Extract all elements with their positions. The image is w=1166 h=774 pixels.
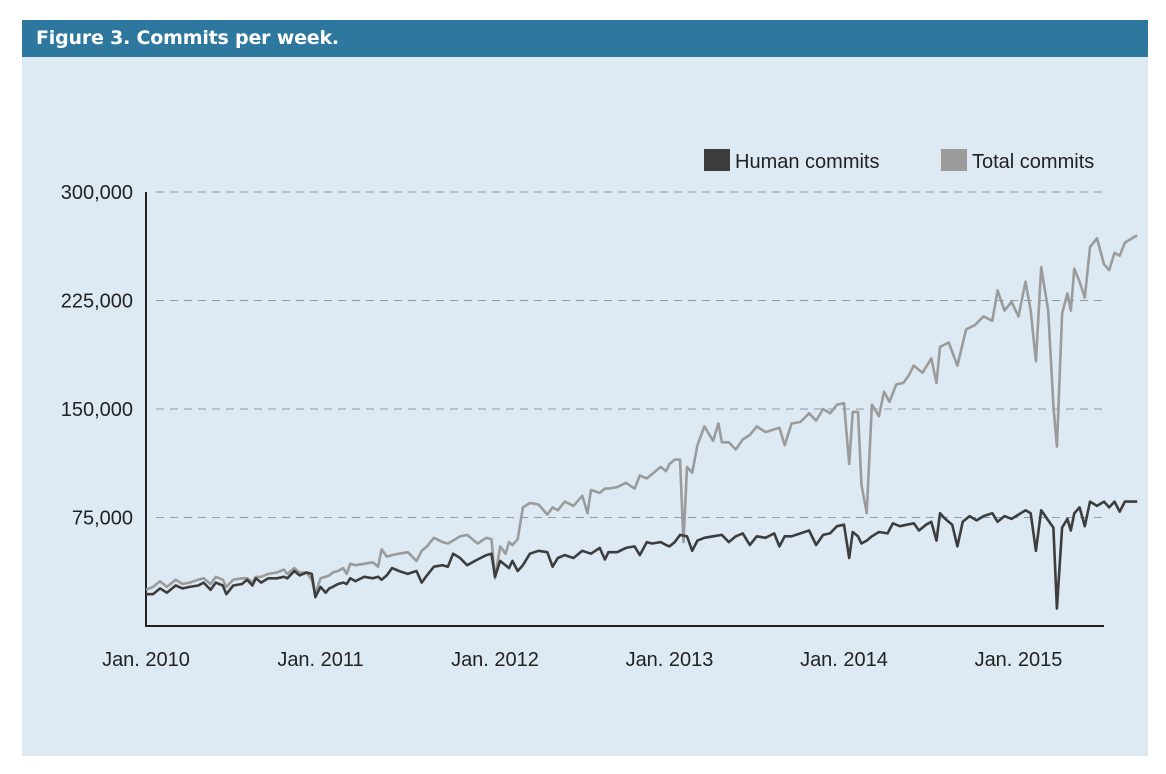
y-tick-label: 150,000	[61, 399, 133, 421]
series-line-total-commits	[145, 234, 1138, 596]
legend-label-human: Human commits	[735, 151, 879, 173]
figure-title: Figure 3. Commits per week.	[36, 27, 339, 49]
x-tick-label: Jan. 2012	[451, 649, 539, 671]
x-tick-label: Jan. 2015	[975, 649, 1063, 671]
x-tick-label: Jan. 2011	[277, 649, 363, 671]
legend-swatch-total	[941, 149, 967, 171]
y-tick-label: 300,000	[61, 182, 133, 204]
x-tick-label: Jan. 2014	[800, 649, 888, 671]
x-tick-labels: Jan. 2010 Jan. 2011 Jan. 2012 Jan. 2013 Jan.…	[102, 649, 1062, 671]
legend-label-total: Total commits	[972, 151, 1094, 173]
series-lines	[145, 234, 1138, 610]
y-tick-labels: 75,000 150,000 225,000 300,000	[61, 182, 133, 530]
legend-swatch-human	[704, 149, 730, 171]
legend: Human commits Total commits	[704, 149, 1094, 173]
x-tick-label: Jan. 2010	[102, 649, 190, 671]
y-tick-label: 225,000	[61, 291, 133, 313]
y-tick-label: 75,000	[72, 508, 133, 530]
x-tick-label: Jan. 2013	[626, 649, 714, 671]
axes	[145, 192, 1104, 627]
figure-title-bar: Figure 3. Commits per week.	[22, 20, 1148, 57]
series-line-human-commits	[146, 500, 1138, 610]
figure-panel: Figure 3. Commits per week. 75,000 150,00…	[22, 20, 1148, 756]
gridlines	[156, 191, 1104, 518]
